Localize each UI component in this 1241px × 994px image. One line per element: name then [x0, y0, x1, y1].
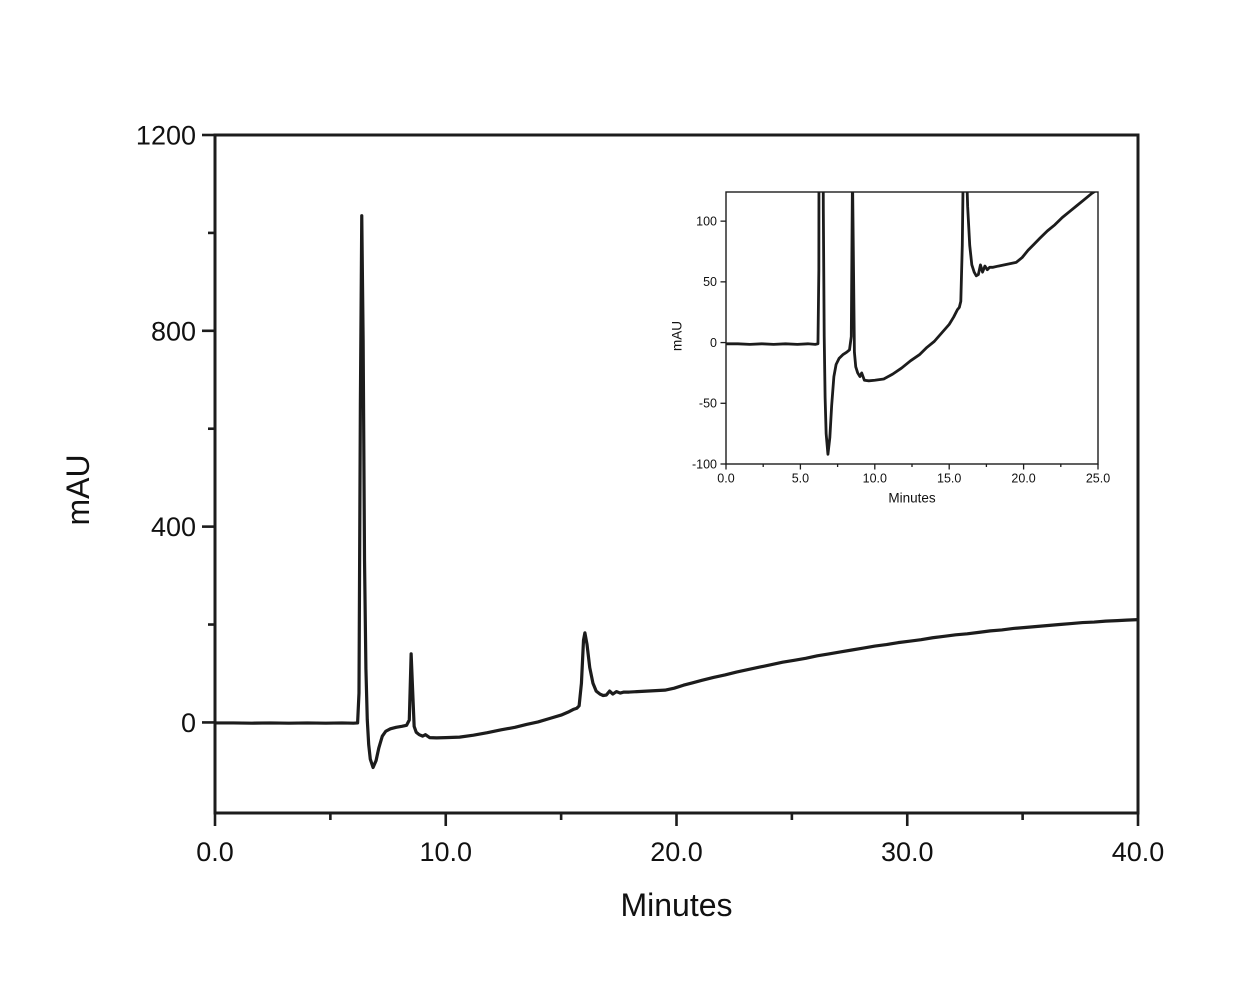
main-plot-frame	[213, 133, 1140, 815]
main-x-tick-label: 10.0	[419, 837, 472, 867]
inset-x-axis-title: Minutes	[888, 491, 936, 506]
inset-x-tick-label: 5.0	[792, 472, 809, 486]
inset-plot-frame	[725, 191, 1099, 465]
main-x-tick-label: 20.0	[650, 837, 703, 867]
inset-x-tick-label: 10.0	[863, 472, 887, 486]
inset-x-tick-label: 20.0	[1011, 472, 1035, 486]
main-y-tick-label: 1200	[136, 120, 196, 150]
main-y-tick-label: 800	[151, 316, 196, 346]
main-x-tick-label: 0.0	[196, 837, 234, 867]
main-y-axis-title: mAU	[60, 454, 96, 525]
inset-y-tick-label: -100	[692, 457, 717, 471]
main-x-tick-label: 40.0	[1112, 837, 1165, 867]
main-plot: 0 400 800 1200 0.0 10.0 20.0 30.0 40.0 mAU Minutes	[60, 120, 1164, 923]
main-signal-trace	[215, 214, 1138, 770]
main-y-tick-label: 0	[181, 708, 196, 738]
main-y-tick-label: 400	[151, 512, 196, 542]
inset-y-tick-label: 100	[696, 215, 717, 229]
main-x-axis-title: Minutes	[620, 887, 732, 923]
inset-y-tick-label: 0	[710, 336, 717, 350]
main-x-tick-label: 30.0	[881, 837, 934, 867]
inset-x-tick-label: 25.0	[1086, 472, 1110, 486]
inset-y-tick-label: 50	[703, 275, 717, 289]
inset-y-tick-label: -50	[699, 397, 717, 411]
inset-y-axis-title: mAU	[670, 321, 685, 351]
inset-signal-trace	[726, 192, 1097, 456]
inset-x-tick-label: 15.0	[937, 472, 961, 486]
inset-plot: -100 -50 0 50 100 0.0 5.0 10.0 15.0 20.0 25.0 mAU Mi…	[670, 191, 1110, 506]
inset-x-tick-label: 0.0	[717, 472, 734, 486]
